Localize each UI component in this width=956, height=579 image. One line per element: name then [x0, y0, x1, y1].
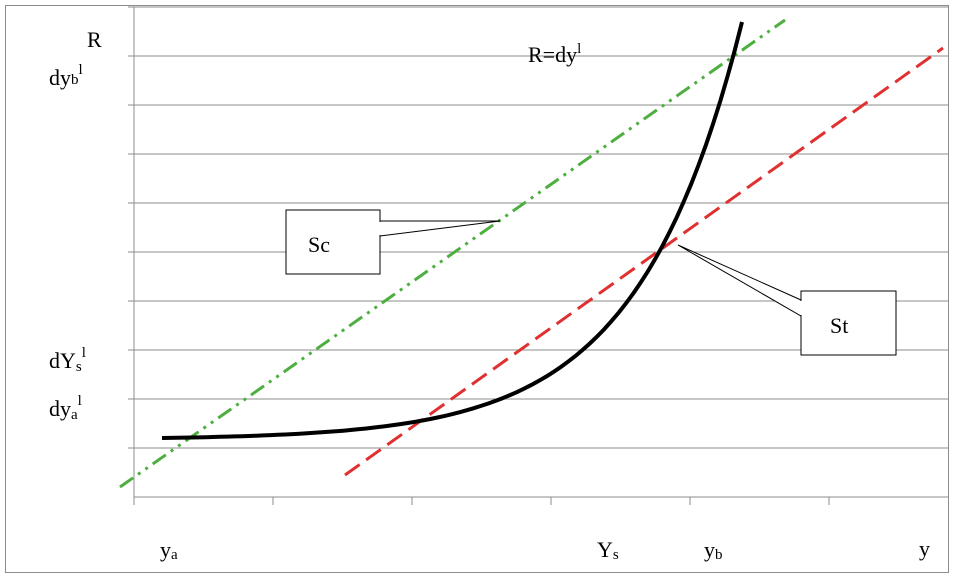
dya-label: dyal: [49, 393, 82, 423]
st-callout-pointer: [677, 244, 802, 317]
st-callout-box: [800, 290, 897, 356]
ya-label: ya: [160, 537, 178, 563]
y-ticks: [128, 55, 134, 449]
yb-label: yb: [704, 537, 723, 563]
exponential-curve: [161, 21, 744, 440]
sc-line: [119, 18, 786, 489]
x-ticks: [133, 497, 830, 505]
sc-callout-label: Sc: [308, 232, 330, 257]
st-callout-label: St: [830, 313, 848, 338]
sc-callout: Sc: [285, 209, 501, 275]
Ys-label: Ys: [597, 537, 619, 563]
equation-label: R=dyl: [528, 41, 581, 67]
r-axis-label: R: [87, 27, 102, 52]
diagram-frame: [5, 5, 949, 573]
sc-callout-box: [285, 209, 381, 275]
st-callout: St: [677, 244, 897, 356]
y-axis-label: y: [919, 536, 930, 561]
dy-b-label: dybl: [49, 62, 83, 90]
st-line: [344, 46, 944, 477]
dYs-label: dYsl: [49, 345, 86, 375]
